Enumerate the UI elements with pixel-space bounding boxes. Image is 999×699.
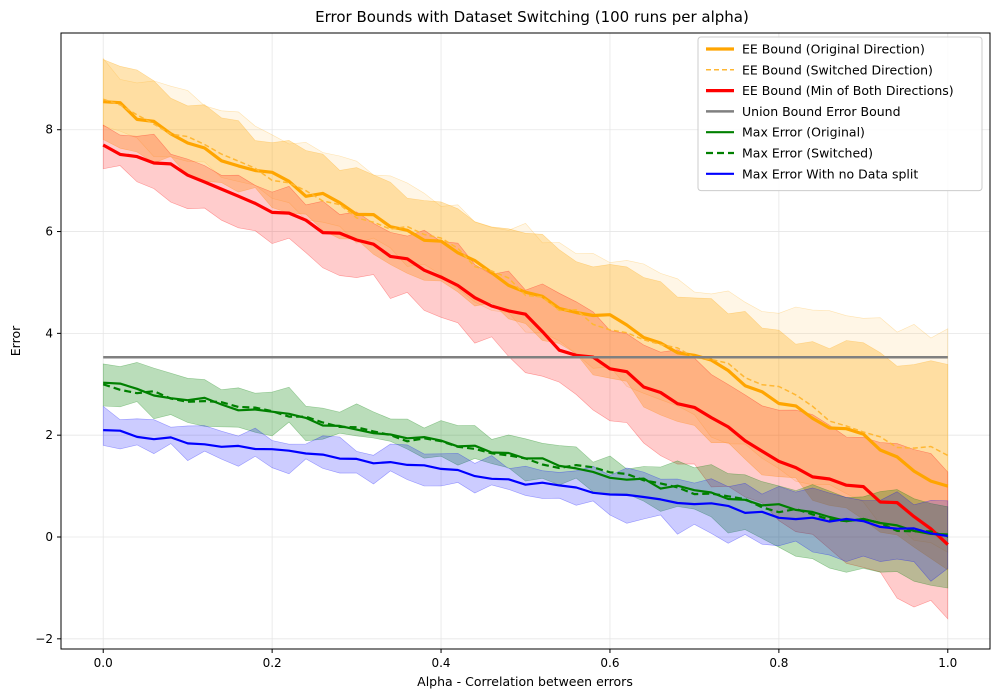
y-tick-label: 0 [45,530,53,544]
legend: EE Bound (Original Direction) EE Bound (S… [697,36,983,192]
x-axis-label: Alpha - Correlation between errors [417,674,633,689]
band-5 [102,362,949,589]
x-tick-label: 0.6 [600,656,619,670]
x-tick-label: 0.2 [263,656,282,670]
y-tick-label: 8 [45,123,53,137]
legend-label: EE Bound (Switched Direction) [742,62,933,77]
legend-label: Max Error (Switched) [742,146,873,161]
series-line-7 [103,429,948,538]
series-lines [102,98,949,546]
x-tick-label: 0.8 [769,656,788,670]
legend-label: EE Bound (Original Direction) [742,42,925,57]
y-tick-label: 2 [45,428,53,442]
x-tick-label: 1.0 [938,656,957,670]
band-2 [102,57,949,553]
band-3 [102,124,949,620]
y-tick-label: −2 [35,632,53,646]
band-7 [102,405,949,582]
chart-title: Error Bounds with Dataset Switching (100… [315,8,749,26]
y-tick-label: 4 [45,326,53,340]
legend-label: Union Bound Error Bound [742,104,901,119]
series-line-6 [102,383,949,539]
legend-label: EE Bound (Min of Both Directions) [742,83,954,98]
grid [61,33,990,649]
series-line-2 [102,98,949,457]
plot-frame [60,32,991,650]
x-tick-label: 0.0 [94,656,113,670]
legend-label: Max Error (Original) [742,125,865,140]
legend-label: Max Error With no Data split [742,166,918,181]
y-axis-label: Error [8,325,23,356]
series-line-1 [103,100,949,488]
axis-ticks: 0.0 0.2 0.4 0.6 0.8 1.0 −2 0 2 4 6 8 [35,123,957,670]
legend-box [697,36,983,192]
y-tick-label: 6 [45,225,53,239]
x-tick-label: 0.4 [431,656,450,670]
series-line-3 [102,143,949,546]
